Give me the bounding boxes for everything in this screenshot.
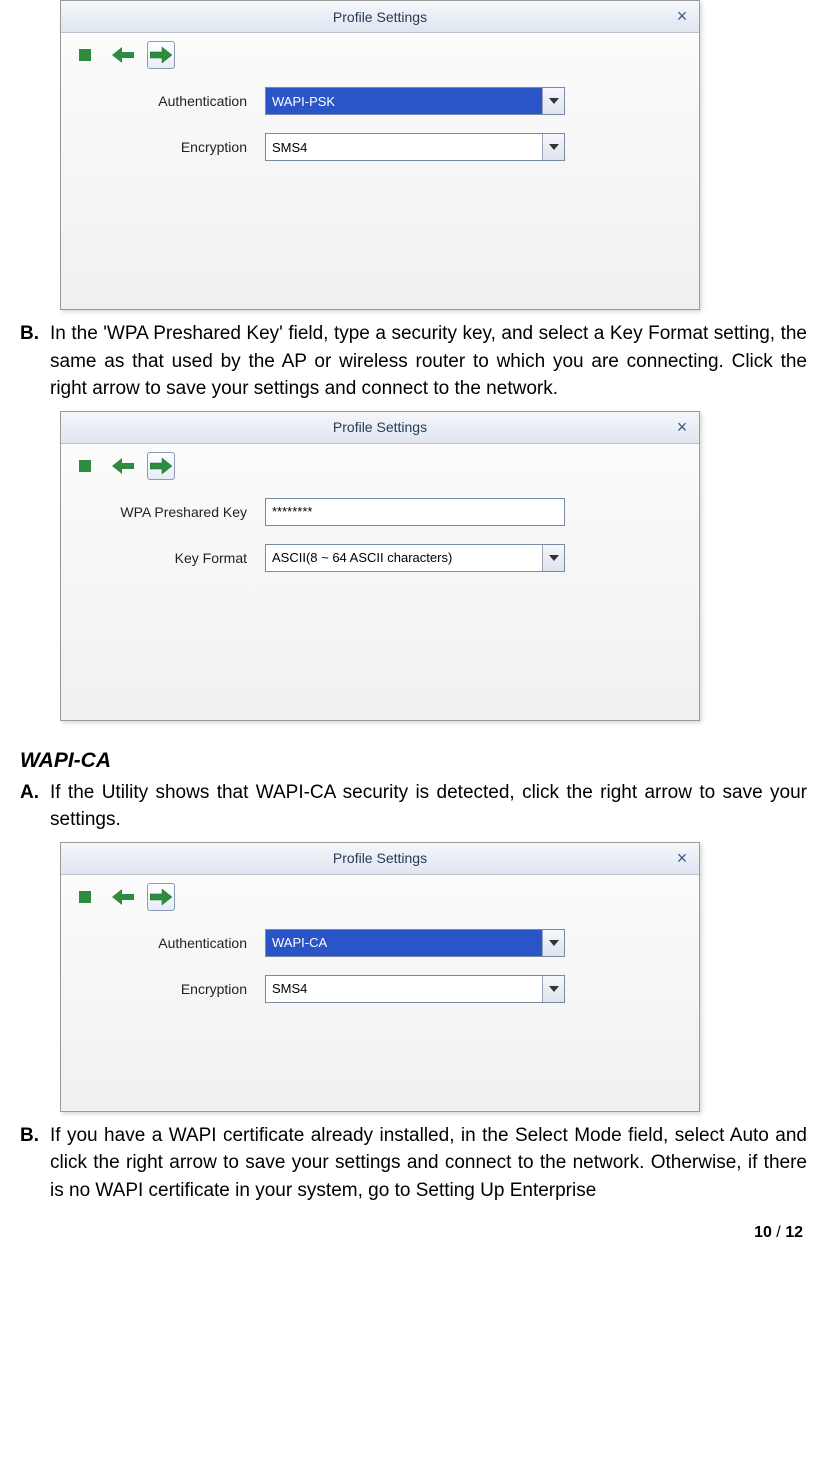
dialog-filler [85,590,675,690]
back-arrow-icon[interactable] [109,41,137,69]
paragraph-b1: B. In the 'WPA Preshared Key' field, typ… [20,320,807,403]
chevron-down-icon[interactable] [542,88,564,114]
dialog-toolbar [61,33,699,87]
close-icon[interactable]: × [673,418,691,436]
dialog-title: Profile Settings [333,419,427,435]
paragraph-b2-text: If you have a WAPI certificate already i… [50,1122,807,1205]
encryption-label: Encryption [85,139,265,155]
form-area: WPA Preshared Key ******** Key Format AS… [61,498,699,720]
profile-settings-dialog-3: Profile Settings × Authentication WAPI-C… [60,842,700,1112]
page-footer: 10 / 12 [20,1224,807,1242]
encryption-dropdown[interactable]: SMS4 [265,975,565,1003]
paragraph-a-text: If the Utility shows that WAPI-CA securi… [50,779,807,834]
key-format-label: Key Format [85,550,265,566]
preshared-key-input[interactable]: ******** [265,498,565,526]
form-area: Authentication WAPI-CA Encryption SMS4 [61,929,699,1111]
encryption-row: Encryption SMS4 [85,133,675,161]
key-format-row: Key Format ASCII(8 ~ 64 ASCII characters… [85,544,675,572]
dialog-titlebar: Profile Settings × [61,412,699,444]
page-number-total: 12 [785,1224,803,1241]
forward-arrow-icon[interactable] [147,452,175,480]
authentication-row: Authentication WAPI-PSK [85,87,675,115]
encryption-dropdown[interactable]: SMS4 [265,133,565,161]
profile-settings-dialog-1: Profile Settings × Authentication WAPI-P… [60,0,700,310]
page-number-current: 10 [754,1224,772,1241]
stop-icon[interactable] [71,883,99,911]
chevron-down-icon[interactable] [542,930,564,956]
dialog-filler [85,1021,675,1081]
encryption-value: SMS4 [266,976,542,1002]
bullet-a: A. [20,779,50,834]
back-arrow-icon[interactable] [109,883,137,911]
authentication-dropdown[interactable]: WAPI-CA [265,929,565,957]
preshared-key-row: WPA Preshared Key ******** [85,498,675,526]
forward-arrow-icon[interactable] [147,883,175,911]
dialog-filler [85,179,675,279]
form-area: Authentication WAPI-PSK Encryption SMS4 [61,87,699,309]
page-number-sep: / [772,1224,785,1241]
chevron-down-icon[interactable] [542,134,564,160]
authentication-value: WAPI-CA [266,930,542,956]
back-arrow-icon[interactable] [109,452,137,480]
key-format-value: ASCII(8 ~ 64 ASCII characters) [266,545,542,571]
preshared-key-value: ******** [272,504,312,519]
dialog-toolbar [61,444,699,498]
paragraph-b2: B. If you have a WAPI certificate alread… [20,1122,807,1205]
key-format-dropdown[interactable]: ASCII(8 ~ 64 ASCII characters) [265,544,565,572]
authentication-row: Authentication WAPI-CA [85,929,675,957]
chevron-down-icon[interactable] [542,545,564,571]
forward-arrow-icon[interactable] [147,41,175,69]
encryption-row: Encryption SMS4 [85,975,675,1003]
bullet-b1: B. [20,320,50,403]
paragraph-b1-text: In the 'WPA Preshared Key' field, type a… [50,320,807,403]
authentication-dropdown[interactable]: WAPI-PSK [265,87,565,115]
close-icon[interactable]: × [673,849,691,867]
bullet-b2: B. [20,1122,50,1205]
paragraph-a: A. If the Utility shows that WAPI-CA sec… [20,779,807,834]
section-heading-wapi-ca: WAPI-CA [20,749,807,773]
authentication-label: Authentication [85,935,265,951]
encryption-label: Encryption [85,981,265,997]
encryption-value: SMS4 [266,134,542,160]
chevron-down-icon[interactable] [542,976,564,1002]
dialog-titlebar: Profile Settings × [61,1,699,33]
dialog-title: Profile Settings [333,850,427,866]
preshared-key-label: WPA Preshared Key [85,504,265,520]
authentication-value: WAPI-PSK [266,88,542,114]
authentication-label: Authentication [85,93,265,109]
dialog-title: Profile Settings [333,9,427,25]
profile-settings-dialog-2: Profile Settings × WPA Preshared Key ***… [60,411,700,721]
close-icon[interactable]: × [673,7,691,25]
stop-icon[interactable] [71,41,99,69]
dialog-toolbar [61,875,699,929]
dialog-titlebar: Profile Settings × [61,843,699,875]
stop-icon[interactable] [71,452,99,480]
